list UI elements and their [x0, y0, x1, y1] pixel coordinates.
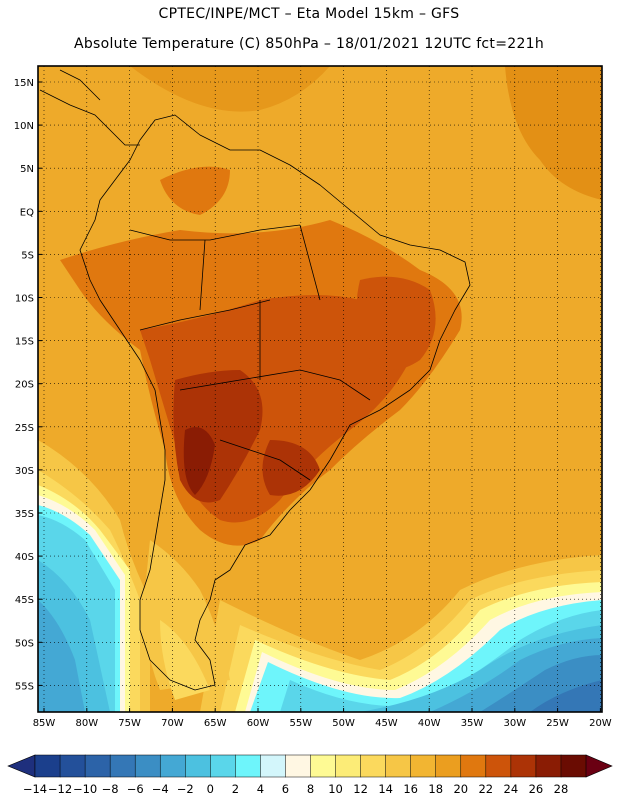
colorbar-swatch	[435, 754, 462, 778]
colorbar-swatch	[310, 754, 337, 778]
colorbar-label: 28	[554, 782, 569, 796]
lat-label: 5N	[20, 164, 34, 175]
lat-label: 15N	[14, 78, 34, 89]
colorbar-swatch	[560, 754, 587, 778]
colorbar-label: −12	[48, 782, 72, 796]
lat-label: 20S	[15, 380, 34, 391]
lon-label: 65W	[204, 718, 227, 729]
colorbar-swatch	[535, 754, 562, 778]
lon-label: 25W	[546, 718, 569, 729]
colorbar-swatch	[84, 754, 111, 778]
lat-label: 25S	[15, 423, 34, 434]
colorbar-label: −4	[152, 782, 169, 796]
colorbar-label: 2	[232, 782, 239, 796]
lon-label: 75W	[118, 718, 141, 729]
lat-label: 55S	[15, 681, 34, 692]
colorbar-label: 26	[529, 782, 544, 796]
colorbar-label: 6	[282, 782, 289, 796]
lat-label: 35S	[15, 509, 34, 520]
colorbar-label: 8	[307, 782, 314, 796]
colorbar-swatch	[260, 754, 287, 778]
colorbar-swatch	[485, 754, 512, 778]
colorbar-label: −10	[73, 782, 97, 796]
colorbar-swatch	[510, 754, 537, 778]
colorbar-label: 14	[378, 782, 393, 796]
lon-label: 70W	[161, 718, 184, 729]
colorbar-label: 18	[428, 782, 443, 796]
lon-label: 35W	[461, 718, 484, 729]
colorbar-swatch	[335, 754, 362, 778]
temperature-field	[38, 66, 602, 712]
colorbar-label: 0	[207, 782, 214, 796]
colorbar-swatch	[460, 754, 487, 778]
colorbar-label: 12	[353, 782, 368, 796]
colorbar-label: 16	[403, 782, 418, 796]
lon-label: 40W	[418, 718, 441, 729]
lon-label: 20W	[589, 718, 612, 729]
colorbar-label: 4	[257, 782, 264, 796]
colorbar-swatch	[109, 754, 136, 778]
map-title-line-1: CPTEC/INPE/MCT – Eta Model 15km – GFS	[158, 6, 460, 22]
colorbar-label: 24	[504, 782, 519, 796]
lon-label: 45W	[375, 718, 398, 729]
colorbar-label: −8	[102, 782, 119, 796]
south-america-coastline	[79, 114, 471, 691]
lat-label: 30S	[15, 466, 34, 477]
colorbar-swatch	[360, 754, 387, 778]
colorbar-swatch	[210, 754, 236, 778]
lon-label: 60W	[247, 718, 270, 729]
lon-label: 30W	[503, 718, 526, 729]
lat-label: 45S	[15, 595, 34, 606]
lon-label: 50W	[332, 718, 355, 729]
colorbar-label: 22	[478, 782, 493, 796]
colorbar-label: −2	[177, 782, 194, 796]
lat-label: 50S	[15, 638, 34, 649]
colorbar-swatch	[34, 754, 61, 778]
lat-label: 10N	[14, 121, 34, 132]
colorbar-label: 10	[328, 782, 343, 796]
longitude-labels: 85W 80W 75W 70W 65W 60W 55W 50W 45W 40W 35W 30W 25W 2…	[33, 708, 612, 729]
lat-label: 15S	[15, 337, 34, 348]
colorbar-swatch	[134, 754, 161, 778]
colorbar-swatch	[185, 754, 211, 778]
central-america-coast	[39, 69, 140, 146]
lon-label: 55W	[289, 718, 312, 729]
colorbar-swatch	[385, 754, 412, 778]
colorbar: −14 −12 −10 −8 −6 −4 −2 0 2 4 6 8 10 12 14 16 18 20 22 24 26…	[7, 754, 613, 796]
lon-label: 80W	[75, 718, 98, 729]
colorbar-swatch	[410, 754, 437, 778]
colorbar-max-arrow	[585, 754, 613, 778]
country-borders	[129, 224, 371, 481]
lat-label: EQ	[20, 207, 34, 218]
plot-frame	[37, 65, 603, 713]
latitude-labels: 15N 10N 5N EQ 5S 10S 15S 20S 25S 30S 35S 40S 45S 50S 5…	[14, 78, 42, 692]
lat-label: 40S	[15, 552, 34, 563]
lat-label: 5S	[21, 250, 34, 261]
colorbar-swatch	[285, 754, 312, 778]
colorbar-label: −6	[127, 782, 144, 796]
colorbar-swatch	[235, 754, 261, 778]
colorbar-label: 20	[453, 782, 468, 796]
lat-label: 10S	[15, 294, 34, 305]
map-title-line-2: Absolute Temperature (C) 850hPa – 18/01/…	[73, 36, 545, 52]
colorbar-swatch	[59, 754, 86, 778]
colorbar-min-arrow	[7, 754, 36, 778]
colorbar-swatch	[159, 754, 186, 778]
colorbar-label: −14	[23, 782, 47, 796]
lon-label: 85W	[33, 718, 56, 729]
coastlines-and-borders	[39, 69, 471, 691]
